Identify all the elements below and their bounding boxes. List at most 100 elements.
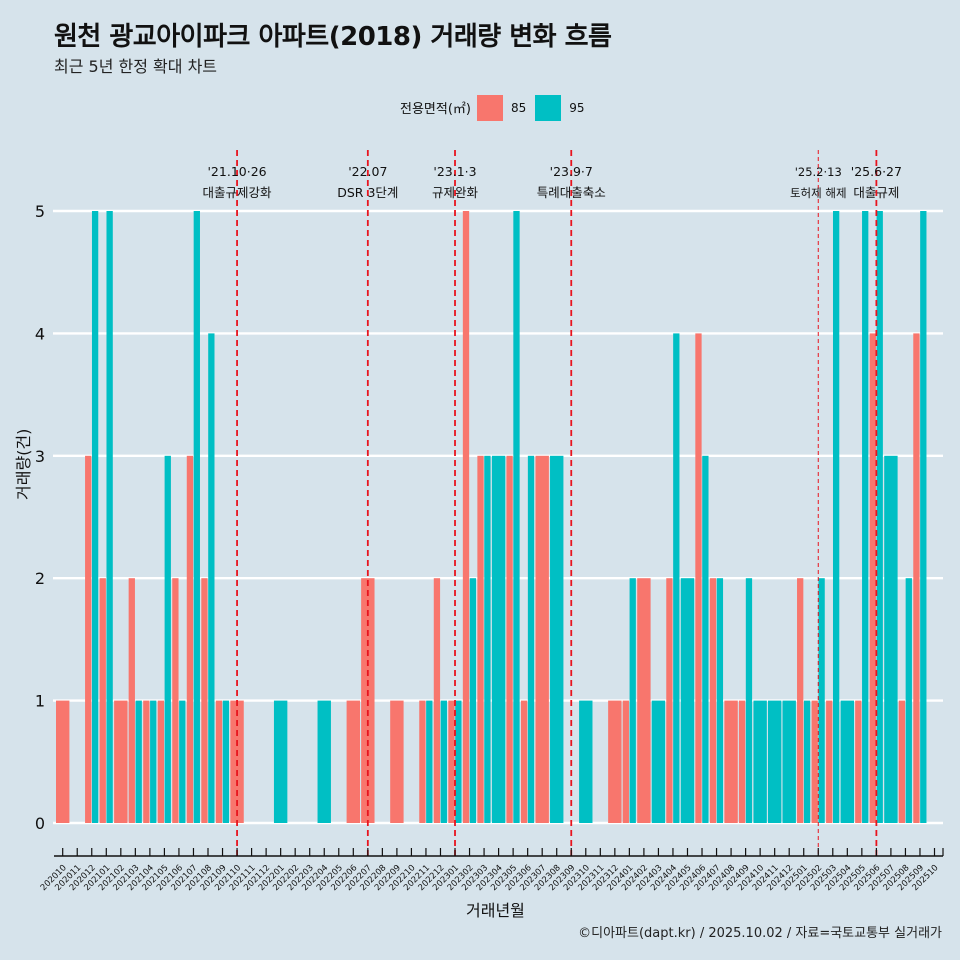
bar-95-202106 <box>179 700 186 823</box>
bar-85-202301 <box>448 700 455 823</box>
bar-85-202012 <box>85 455 92 823</box>
bar-85-202107 <box>186 455 194 823</box>
annotation-date: '25.6·27 <box>851 164 902 179</box>
bar-95-202405 <box>680 578 695 823</box>
bar-95-202407 <box>716 578 724 823</box>
bar-95-202101 <box>106 211 113 823</box>
bar-95-202305 <box>513 211 520 823</box>
y-axis-label: 거래량(건) <box>14 428 33 500</box>
bar-85-202106 <box>172 578 179 823</box>
bar-95-202107 <box>193 211 200 823</box>
legend-label-85: 85 <box>510 100 527 115</box>
bar-85-202211 <box>419 700 426 823</box>
bar-95-202105 <box>164 455 171 823</box>
bar-85-202307 <box>535 455 549 823</box>
chart-title: 원천 광교아이파크 아파트(2018) 거래량 변화 흐름 <box>54 22 612 52</box>
bar-95-202406 <box>702 455 709 823</box>
bar-85-202209 <box>390 700 404 823</box>
legend-title: 전용면적(㎡) <box>400 102 471 117</box>
bars <box>56 211 927 823</box>
x-axis-label: 거래년월 <box>466 901 525 920</box>
chart-subtitle: 최근 5년 한정 확대 차트 <box>54 57 218 76</box>
legend: 전용면적(㎡) 85 95 <box>400 94 594 121</box>
bar-95-202104 <box>150 700 157 823</box>
legend-swatch-95 <box>535 94 562 121</box>
bar-95-202503 <box>832 211 840 823</box>
y-tick-label: 0 <box>35 814 45 833</box>
bar-95-202306 <box>527 455 535 823</box>
bar-85-202402 <box>637 578 651 823</box>
bar-85-202501 <box>797 578 804 823</box>
annotation-label: 특례대출축소 <box>537 185 606 200</box>
bar-95-202509 <box>920 211 927 823</box>
bar-95-202204 <box>317 700 331 823</box>
bar-95-202506 <box>876 211 883 823</box>
bar-85-202302 <box>462 211 470 823</box>
annotation-date: '25.2·13 <box>795 165 842 179</box>
y-tick-label: 2 <box>35 569 45 588</box>
bar-95-202409 <box>745 578 753 823</box>
bar-95-202404 <box>673 333 680 823</box>
bar-95-202310 <box>579 700 593 823</box>
bar-85-202102 <box>114 700 128 823</box>
bar-85-202409 <box>738 700 746 823</box>
bar-95-202501 <box>803 700 811 823</box>
annotation-date: '22.07 <box>348 164 387 179</box>
annotation-label: 대출규제 <box>853 185 899 200</box>
bar-95-202108 <box>208 333 215 823</box>
bar-85-202408 <box>724 700 738 823</box>
bar-95-202308 <box>550 455 564 823</box>
bar-95-202012 <box>91 211 99 823</box>
bar-85-202506 <box>869 333 876 823</box>
annotation-label: 대출규제강화 <box>203 185 273 200</box>
bar-85-202406 <box>695 333 702 823</box>
annotation-date: '23.1·3 <box>433 164 476 179</box>
bar-95-202302 <box>469 578 477 823</box>
y-axis-ticks: 0 1 2 3 4 5 <box>35 202 45 833</box>
y-tick-label: 1 <box>35 692 45 711</box>
annotation-label: 규제완화 <box>432 185 479 200</box>
bar-95-202403 <box>651 700 666 823</box>
bar-85-202505 <box>855 700 862 823</box>
source-caption: ©디아파트(dapt.kr) / 2025.10.02 / 자료=국토교통부 실… <box>578 926 942 941</box>
bar-95-202502 <box>818 578 825 823</box>
y-tick-label: 5 <box>35 202 45 221</box>
bar-85-202108 <box>201 578 208 823</box>
y-tick-label: 4 <box>35 324 45 343</box>
bar-95-202103 <box>135 700 142 823</box>
bar-95-202304 <box>491 455 506 823</box>
bar-85-202306 <box>520 700 528 823</box>
bar-85-202503 <box>826 700 833 823</box>
bar-85-202103 <box>128 578 135 823</box>
legend-swatch-85 <box>476 94 503 121</box>
bar-95-202212 <box>440 700 447 823</box>
bar-85-202401 <box>622 700 629 823</box>
bar-95-202507 <box>884 455 898 823</box>
bar-85-202407 <box>709 578 717 823</box>
bar-85-202404 <box>666 578 673 823</box>
bar-85-202109 <box>215 700 223 823</box>
annotation-label: 토허제 해제 <box>790 186 847 200</box>
bar-95-202508 <box>905 578 912 823</box>
bar-85-202312 <box>608 700 622 823</box>
x-axis: 2020102020112020122021012021022021032021… <box>39 848 944 893</box>
bar-85-202101 <box>99 578 106 823</box>
bar-95-202109 <box>222 700 230 823</box>
bar-85-202212 <box>433 578 441 823</box>
bar-95-202201 <box>273 700 288 823</box>
bar-85-202010 <box>56 700 70 823</box>
bar-95-202303 <box>484 455 491 823</box>
bar-95-202412 <box>782 700 796 823</box>
annotation-label: DSR 3단계 <box>337 185 398 200</box>
annotation-date: '21.10·26 <box>208 164 267 179</box>
bar-95-202301 <box>455 700 462 823</box>
annotation-labels: '21.10·26 대출규제강화 '22.07 DSR 3단계 '23.1·3 규제완화 '… <box>203 164 902 200</box>
bar-95-202401 <box>629 578 636 823</box>
bar-95-202504 <box>840 700 855 823</box>
bar-95-202410 <box>753 700 767 823</box>
annotation-date: '23.9·7 <box>550 164 593 179</box>
bar-85-202502 <box>811 700 818 823</box>
bar-85-202104 <box>143 700 150 823</box>
annotation-lines <box>236 150 878 856</box>
